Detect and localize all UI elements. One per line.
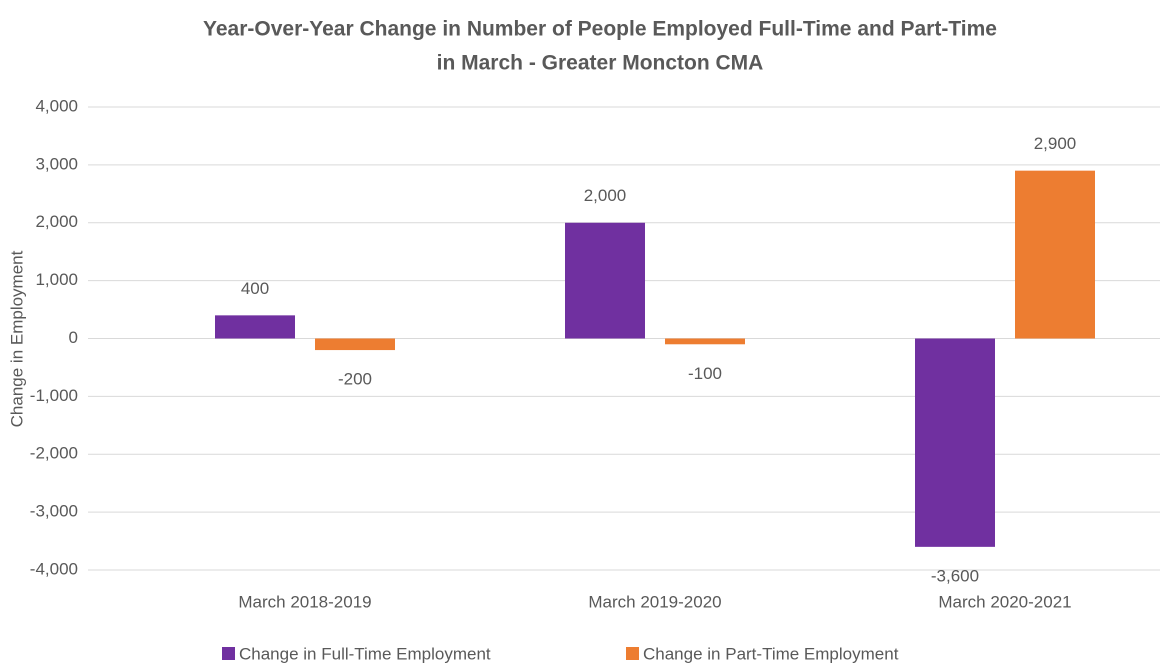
bar — [665, 338, 745, 345]
chart-title: in March - Greater Moncton CMA — [437, 52, 764, 75]
y-tick-label: 3,000 — [35, 154, 78, 173]
y-tick-label: 1,000 — [35, 270, 78, 289]
bar — [215, 315, 295, 339]
bar — [1015, 170, 1095, 339]
y-tick-label: 0 — [69, 328, 78, 347]
legend-label: Change in Full-Time Employment — [239, 644, 491, 663]
y-tick-label: -4,000 — [30, 559, 78, 578]
y-tick-label: -3,000 — [30, 502, 78, 521]
data-label: 2,900 — [1034, 134, 1077, 153]
y-axis-title: Change in Employment — [7, 250, 26, 427]
y-tick-label: -1,000 — [30, 386, 78, 405]
x-tick-label: March 2020-2021 — [938, 592, 1071, 611]
chart-title: Year-Over-Year Change in Number of Peopl… — [203, 18, 997, 41]
data-label: -100 — [688, 364, 722, 383]
data-label: 400 — [241, 279, 269, 298]
bar — [915, 338, 995, 547]
bar — [565, 222, 645, 339]
legend-label: Change in Part-Time Employment — [643, 644, 899, 663]
x-tick-label: March 2018-2019 — [238, 592, 371, 611]
data-label: -200 — [338, 370, 372, 389]
legend-swatch — [626, 647, 639, 660]
legend-swatch — [222, 647, 235, 660]
data-label: -3,600 — [931, 566, 979, 585]
x-tick-label: March 2019-2020 — [588, 592, 721, 611]
y-tick-label: -2,000 — [30, 444, 78, 463]
y-tick-label: 4,000 — [35, 96, 78, 115]
bar — [315, 338, 395, 351]
data-label: 2,000 — [584, 186, 627, 205]
y-tick-label: 2,000 — [35, 212, 78, 231]
